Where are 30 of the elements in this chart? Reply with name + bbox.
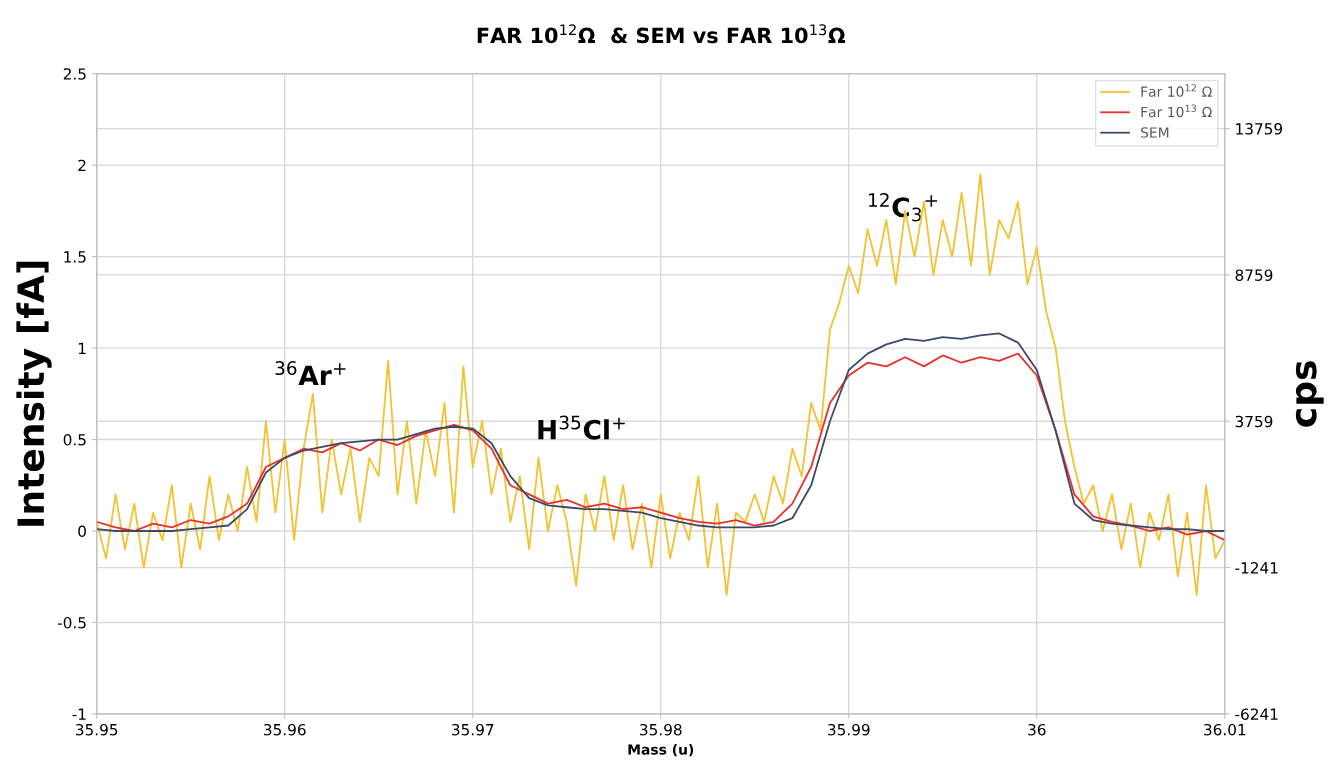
- x-tick-label: 35.95: [75, 723, 118, 736]
- y2-tick-label: 8759: [1235, 269, 1273, 281]
- x-axis-title: Mass (u): [628, 744, 694, 757]
- y2-tick-label: 13759: [1236, 123, 1283, 135]
- y2-tick-label: -6241: [1235, 708, 1278, 720]
- y2-tick-label: 3759: [1235, 415, 1273, 428]
- y-tick-label: 0: [78, 525, 86, 538]
- x-tick-label: 36.01: [1204, 723, 1246, 736]
- y-tick-label: -1: [72, 708, 86, 720]
- x-tick-label: 35.97: [452, 723, 494, 736]
- y2-tick-label: -1241: [1235, 562, 1278, 574]
- y-tick-label: 1: [78, 342, 86, 354]
- legend-label: Far 10$^{13}$ Ω: [1141, 104, 1212, 118]
- y-tick-label: 0.5: [63, 434, 86, 446]
- chart-title: FAR 10$^{12}$Ω & SEM vs FAR 10$^{13}$Ω: [477, 24, 846, 44]
- x-tick-label: 35.99: [828, 723, 870, 736]
- y2-axis-title: cps: [1295, 361, 1324, 427]
- y-tick-label: 1.5: [64, 251, 86, 263]
- x-tick-label: 36: [1028, 723, 1046, 736]
- x-tick-label: 35.96: [264, 723, 306, 736]
- y-axis-title: Intensity [fA]: [16, 261, 52, 526]
- annotation: $^{36}$Ar$^{+}$: [275, 361, 346, 385]
- y-tick-label: 2: [78, 159, 86, 171]
- legend-label: SEM: [1141, 127, 1169, 138]
- annotation: H$^{35}$Cl$^{+}$: [538, 415, 625, 440]
- line-series: [96, 173, 1225, 596]
- legend-label: Far 10$^{12}$ Ω: [1141, 84, 1212, 97]
- y-tick-label: 2.5: [63, 68, 86, 80]
- x-tick-label: 35.98: [640, 723, 682, 736]
- y-tick-label: -0.5: [57, 616, 86, 629]
